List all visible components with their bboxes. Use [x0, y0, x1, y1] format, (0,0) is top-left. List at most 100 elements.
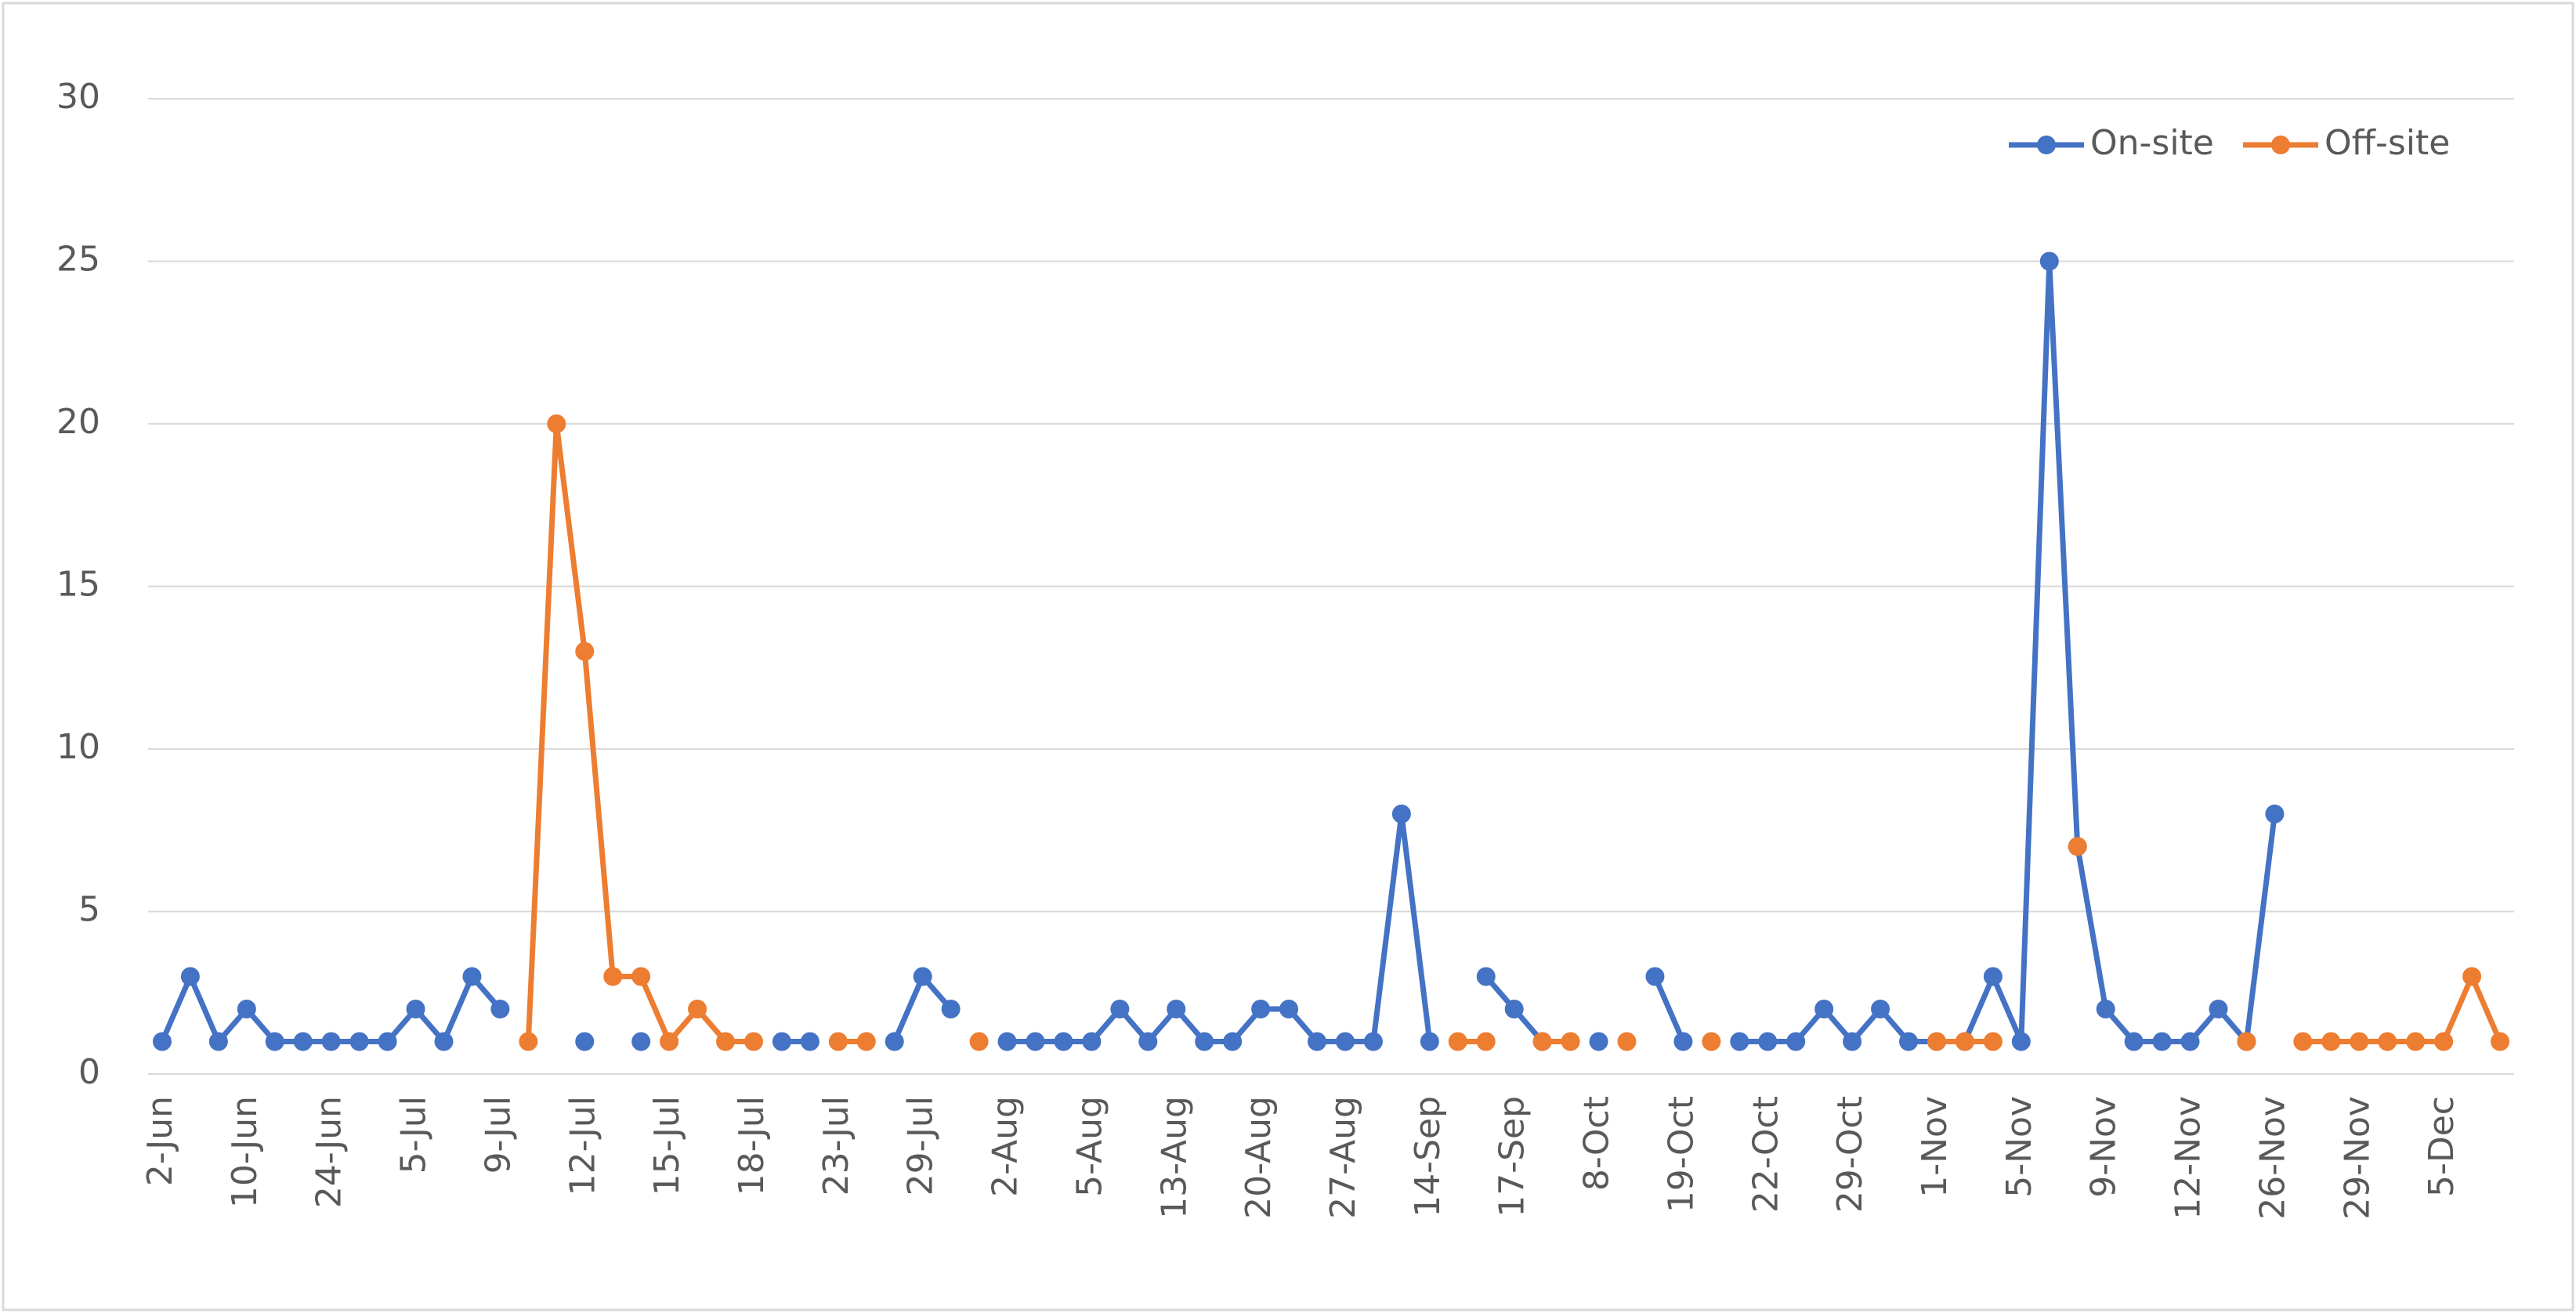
x-tick-label: 17-Sep — [1492, 1096, 1532, 1217]
x-tick-label: 18-Jul — [732, 1096, 772, 1195]
point — [997, 1032, 1017, 1051]
point — [2124, 1032, 2144, 1051]
point — [1082, 1032, 1102, 1051]
point — [349, 1032, 369, 1051]
point — [2068, 837, 2087, 856]
point — [2237, 1032, 2256, 1051]
point — [237, 1000, 256, 1018]
point — [1110, 1000, 1130, 1018]
point — [434, 1032, 454, 1051]
x-tick-label: 29-Nov — [2337, 1096, 2377, 1220]
point — [2293, 1032, 2313, 1051]
point — [1702, 1032, 1721, 1051]
point — [152, 1032, 172, 1051]
x-tick-label: 1-Nov — [1915, 1096, 1955, 1198]
x-tick-label: 15-Jul — [647, 1096, 687, 1195]
point — [2491, 1032, 2510, 1051]
point — [378, 1032, 397, 1051]
point — [688, 1000, 707, 1018]
y-tick-label: 10 — [56, 727, 100, 767]
point — [547, 414, 566, 433]
point — [1814, 1000, 1834, 1018]
point — [1786, 1032, 1806, 1051]
x-tick-label: 29-Jul — [901, 1096, 941, 1195]
x-tick-label: 9-Jul — [478, 1096, 518, 1174]
point — [1758, 1032, 1778, 1051]
point — [2434, 1032, 2454, 1051]
point — [575, 1032, 595, 1051]
point — [293, 1032, 313, 1051]
legend-marker — [2037, 136, 2056, 154]
x-tick-label: 2-Jun — [140, 1096, 180, 1186]
x-tick-label: 5-Aug — [1069, 1096, 1109, 1197]
point — [1532, 1032, 1552, 1051]
point — [490, 1000, 510, 1018]
point — [519, 1032, 538, 1051]
point — [772, 1032, 791, 1051]
point — [660, 1032, 679, 1051]
point — [1279, 1000, 1299, 1018]
point — [828, 1032, 848, 1051]
legend-label: Off-site — [2325, 123, 2450, 163]
point — [2406, 1032, 2426, 1051]
x-tick-label: 14-Sep — [1408, 1096, 1448, 1217]
x-tick-label: 8-Oct — [1577, 1096, 1617, 1191]
point — [1899, 1032, 1919, 1051]
point — [1167, 1000, 1186, 1018]
point — [743, 1032, 763, 1051]
x-tick-label: 5-Nov — [1999, 1096, 2039, 1198]
point — [180, 967, 200, 986]
point — [1561, 1032, 1580, 1051]
point — [1983, 967, 2003, 986]
point — [1138, 1032, 1158, 1051]
point — [856, 1032, 876, 1051]
point — [1251, 1000, 1271, 1018]
point — [406, 1000, 425, 1018]
x-tick-label: 23-Jul — [816, 1096, 856, 1195]
point — [1195, 1032, 1214, 1051]
point — [603, 967, 623, 986]
point — [1476, 967, 1496, 986]
x-tick-label: 5-Dec — [2422, 1096, 2462, 1197]
y-tick-label: 0 — [78, 1052, 100, 1092]
y-tick-label: 20 — [56, 402, 100, 442]
point — [941, 1000, 961, 1018]
point — [1617, 1032, 1637, 1051]
x-tick-label: 19-Oct — [1661, 1096, 1701, 1213]
point — [2096, 1000, 2115, 1018]
x-tick-label: 26-Nov — [2252, 1096, 2292, 1220]
x-tick-label: 12-Nov — [2169, 1096, 2209, 1220]
point — [208, 1032, 228, 1051]
x-tick-label: 24-Jun — [309, 1096, 349, 1208]
point — [2321, 1032, 2341, 1051]
point — [631, 1032, 651, 1051]
point — [1955, 1032, 1974, 1051]
point — [2462, 967, 2482, 986]
x-tick-label: 10-Jun — [225, 1096, 265, 1208]
point — [1504, 1000, 1524, 1018]
y-tick-label: 5 — [78, 890, 100, 930]
point — [1843, 1032, 1862, 1051]
x-tick-label: 13-Aug — [1154, 1096, 1194, 1219]
point — [716, 1032, 736, 1051]
point — [2209, 1000, 2228, 1018]
point — [1391, 805, 1411, 823]
point — [1871, 1000, 1890, 1018]
point — [1223, 1032, 1243, 1051]
y-tick-label: 30 — [56, 77, 100, 117]
point — [1448, 1032, 1467, 1051]
point — [2152, 1032, 2172, 1051]
x-tick-label: 22-Oct — [1746, 1096, 1785, 1213]
x-tick-label: 5-Jul — [394, 1096, 434, 1174]
point — [1730, 1032, 1749, 1051]
point — [1927, 1032, 1946, 1051]
y-tick-label: 25 — [56, 240, 100, 280]
y-tick-label: 15 — [56, 565, 100, 605]
point — [2265, 805, 2285, 823]
point — [631, 967, 651, 986]
legend-marker — [2271, 136, 2290, 154]
point — [321, 1032, 341, 1051]
point — [2011, 1032, 2031, 1051]
